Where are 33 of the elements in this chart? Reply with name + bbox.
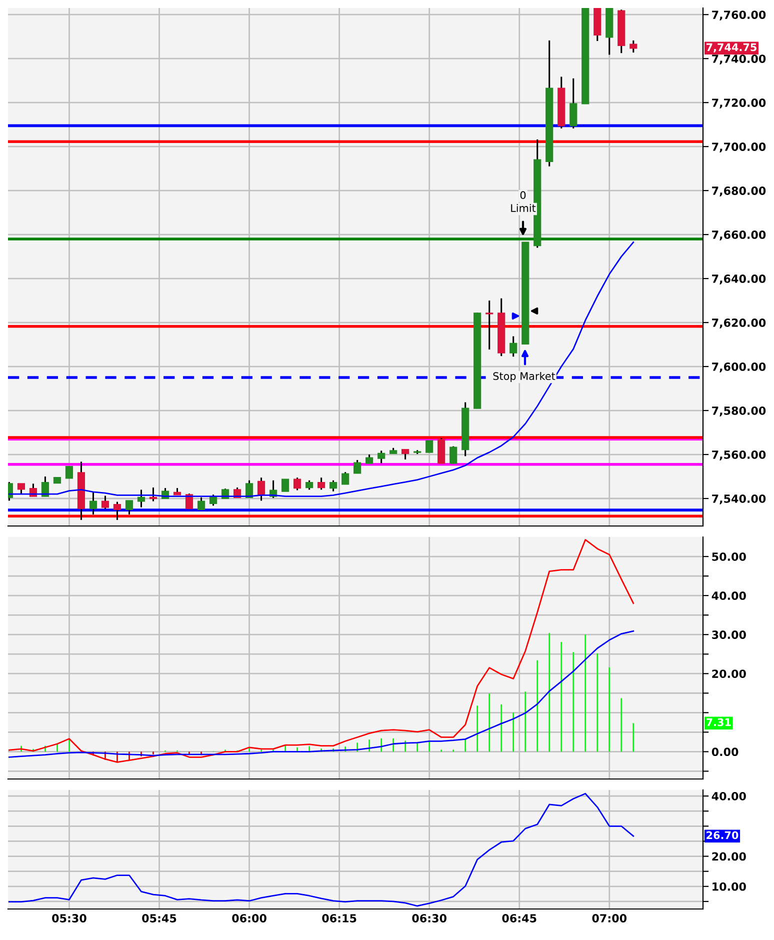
y-tick-label: 7,660.00	[712, 230, 766, 240]
y-tick-label: 7,680.00	[712, 186, 766, 196]
y-tick-label: 7,600.00	[712, 362, 766, 372]
text: 26.70	[706, 831, 738, 840]
text: 7,744.75	[706, 43, 756, 52]
y-tick-label: 20.00	[712, 852, 746, 861]
y-tick-label: 7,540.00	[712, 494, 766, 504]
y-tick-label: 10.00	[712, 882, 746, 891]
y-tick-label: 7,640.00	[712, 274, 766, 284]
y-tick-label: 0.00	[712, 748, 738, 756]
text: 7.31	[706, 718, 731, 726]
x-tick-label: 05:30	[52, 914, 86, 922]
x-tick-label: 06:30	[412, 914, 446, 922]
y-tick-label: 7,740.00	[712, 54, 766, 64]
y-tick-label: 7,620.00	[712, 318, 766, 328]
y-tick-label: 20.00	[712, 670, 746, 678]
x-tick-label: 06:15	[322, 914, 356, 922]
x-tick-label: 06:00	[232, 914, 266, 922]
annotation: Limit	[511, 204, 536, 212]
y-tick-label: 7,580.00	[712, 406, 766, 416]
y-tick-label: 7,760.00	[712, 10, 766, 20]
y-tick-label: 7,700.00	[712, 142, 766, 152]
x-tick-label: 07:00	[592, 914, 627, 922]
y-tick-label: 30.00	[712, 630, 746, 639]
x-tick-label: 05:45	[142, 914, 176, 922]
annotation: Stop Market	[493, 372, 556, 382]
annotation: 0	[520, 191, 526, 200]
y-tick-label: 7,720.00	[712, 98, 766, 108]
y-tick-label: 40.00	[712, 792, 746, 800]
y-tick-label: 50.00	[712, 552, 746, 561]
y-tick-label: 40.00	[712, 592, 746, 600]
x-tick-label: 06:45	[502, 914, 536, 922]
y-tick-label: 7,560.00	[712, 450, 766, 460]
